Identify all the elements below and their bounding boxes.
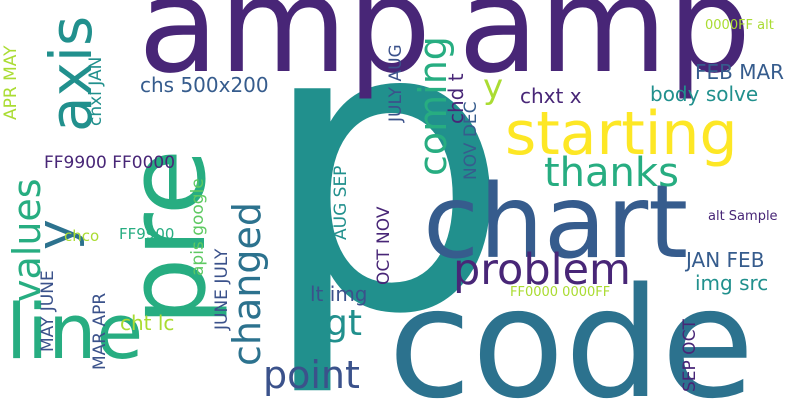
word-chs-500x200: chs 500x200 — [140, 73, 269, 97]
word-june-july: JUNE JULY — [212, 248, 232, 330]
word-chco: chco — [64, 227, 100, 245]
word-chxl-jan: chxl JAN — [86, 56, 106, 126]
word-amp-left: amp — [138, 0, 432, 103]
word-aug-sep: AUG SEP — [331, 165, 351, 240]
word-problem: problem — [453, 245, 631, 295]
word-img-src: img src — [695, 271, 769, 295]
word-0000ff-alt: 0000FF alt — [705, 18, 774, 33]
word-point: point — [263, 353, 360, 397]
word-amp-right: amp — [458, 0, 752, 103]
word-chart: chart — [423, 163, 689, 282]
word-mar-apr: MAR APR — [90, 292, 110, 370]
word-apr-may: APR MAY — [1, 45, 21, 120]
word-body-solve: body solve — [650, 82, 759, 106]
word-cht-lc: cht lc — [120, 311, 175, 335]
word-ff9900: FF9900 — [119, 225, 175, 243]
word-july-aug: JULY AUG — [386, 44, 406, 122]
word-gt: gt — [325, 303, 362, 344]
word-oct-nov: OCT NOV — [374, 206, 394, 285]
word-sep-oct: SEP OCT — [680, 319, 700, 392]
word-nov-dec: NOV DEC — [461, 101, 481, 180]
word-y-yellow: y — [483, 67, 504, 107]
word-starting: starting — [505, 99, 738, 169]
word-chxt-x: chxt x — [520, 84, 582, 108]
word-ff9900-ff0000: FF9900 FF0000 — [44, 153, 176, 173]
word-alt-sample: alt Sample — [708, 209, 778, 224]
word-lt-img: lt img — [310, 282, 368, 306]
word-apis-google: apis google — [188, 178, 208, 276]
word-thanks: thanks — [544, 150, 679, 196]
word-line: line — [6, 287, 144, 376]
word-ff0000-0000ff: FF0000 0000FF — [510, 285, 611, 300]
word-changed: changed — [225, 202, 269, 366]
word-p: p — [258, 0, 512, 400]
word-feb-mar: FEB MAR — [695, 60, 785, 84]
word-jan-feb: JAN FEB — [686, 248, 765, 272]
word-code: code — [388, 255, 755, 400]
word-may-june: MAY JUNE — [38, 270, 58, 352]
